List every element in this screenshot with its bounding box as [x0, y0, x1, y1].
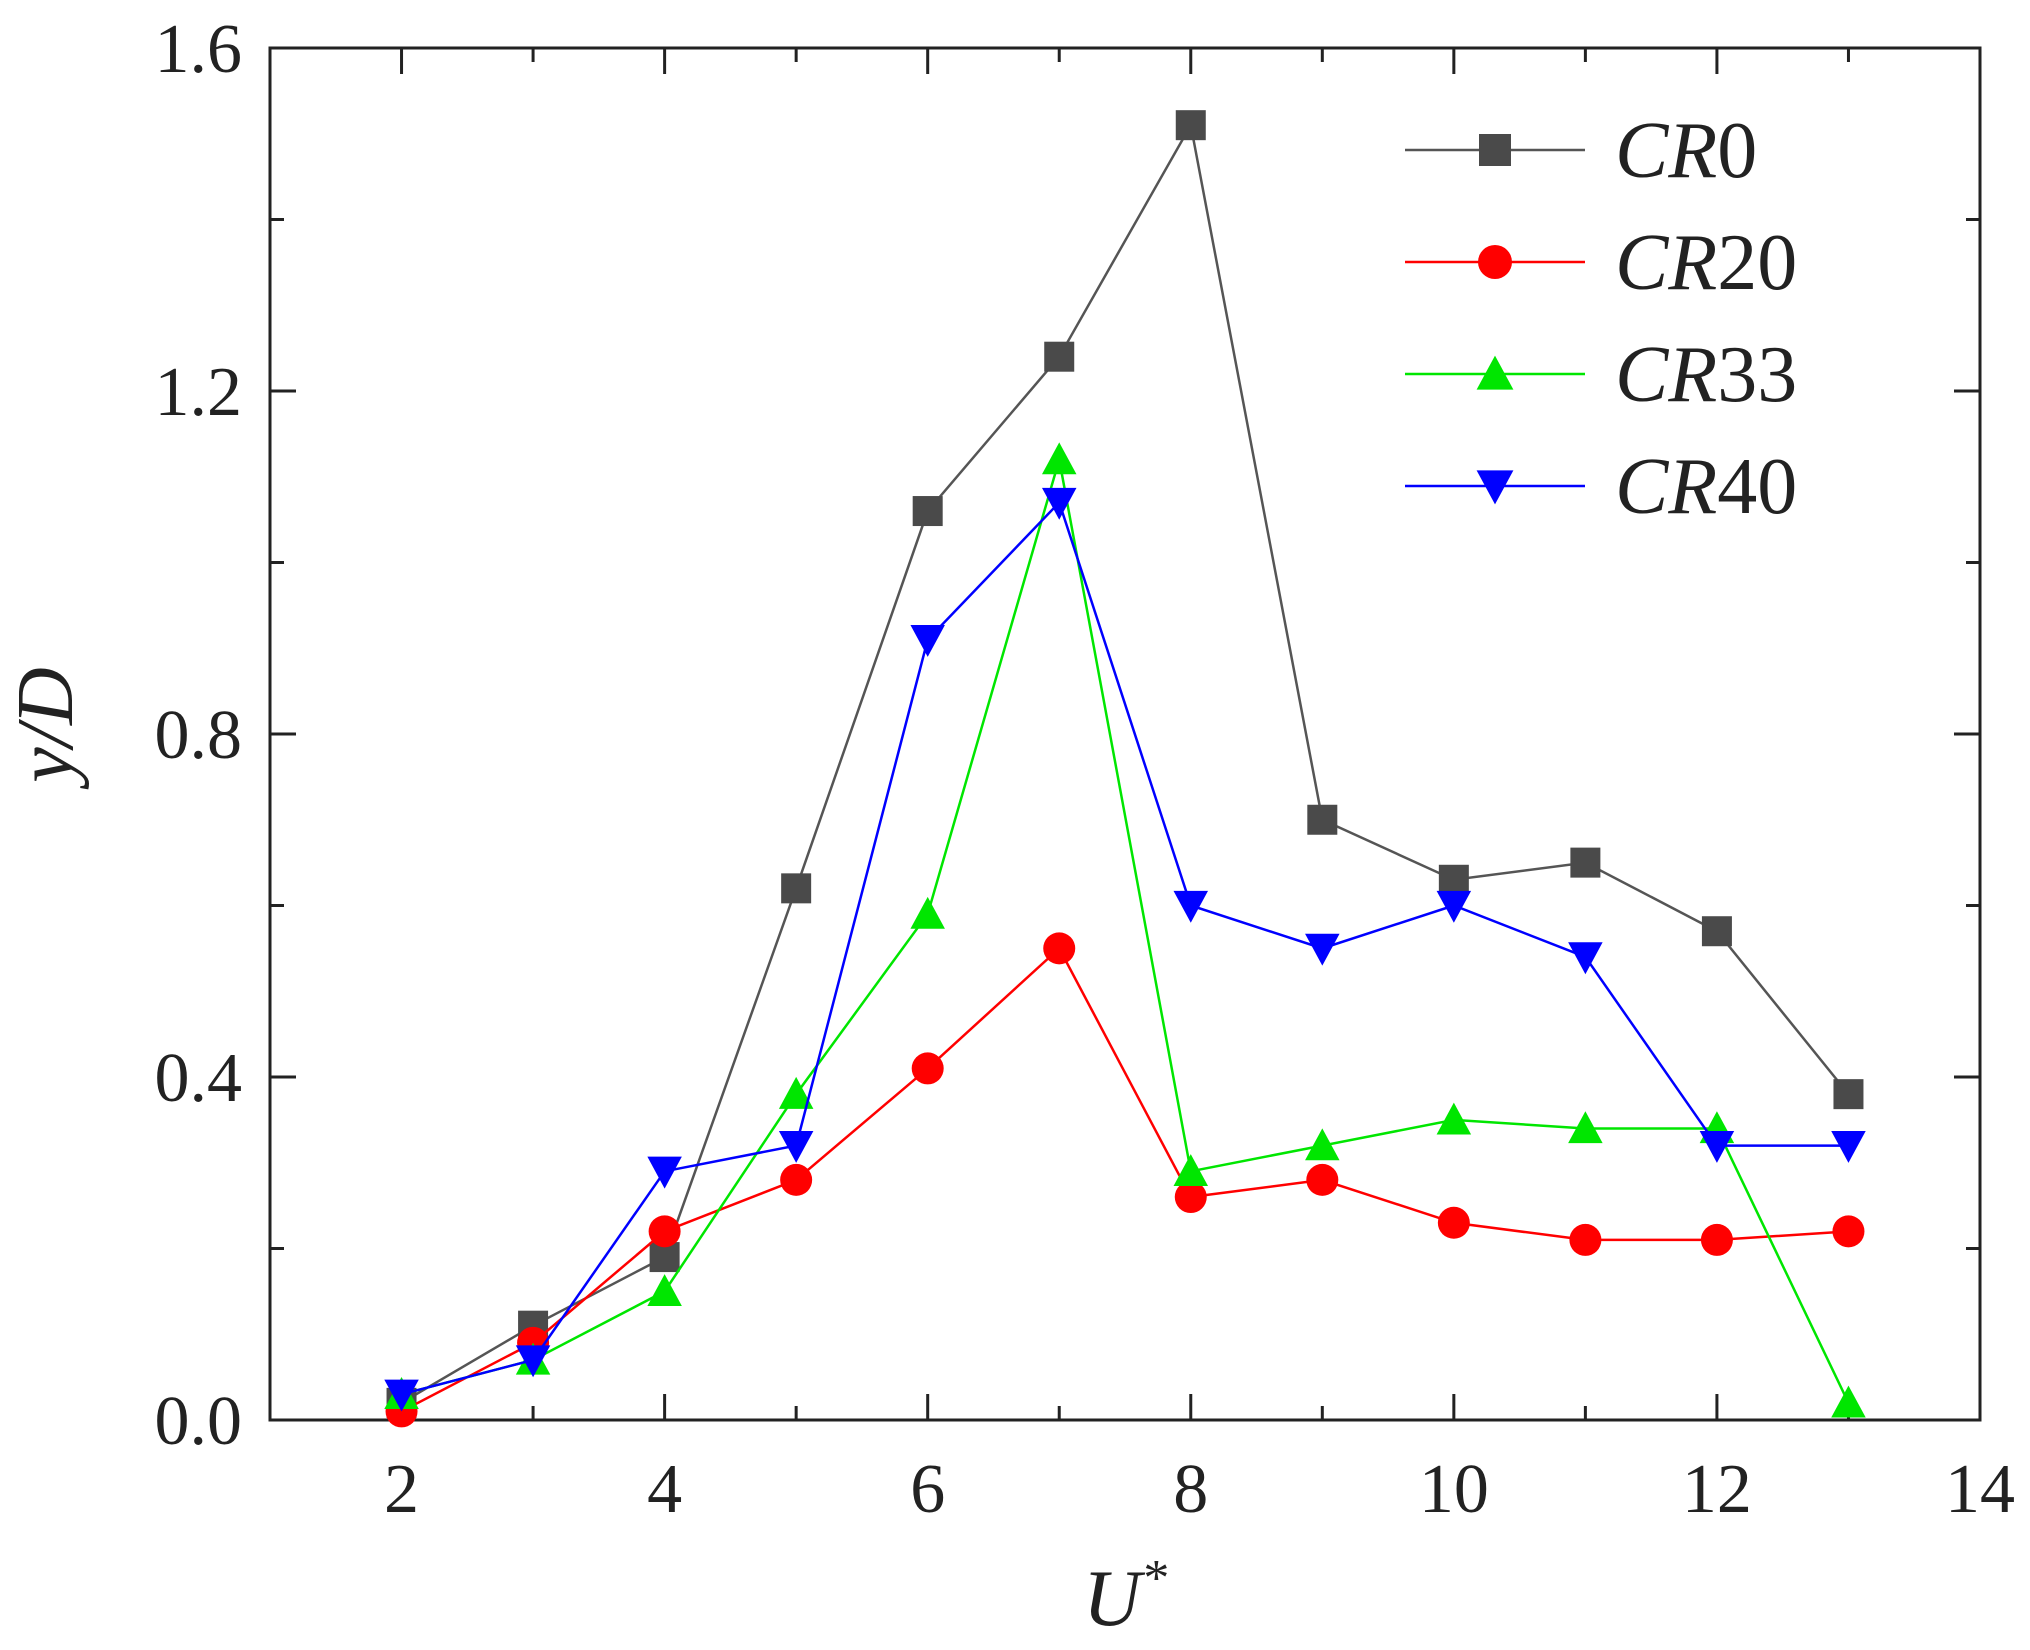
- data-point-cr0: [1438, 864, 1469, 895]
- x-tick-label: 12: [1682, 1451, 1752, 1528]
- legend-label-cr33: CR33: [1615, 331, 1797, 419]
- series-line-cr40: [401, 500, 1849, 1396]
- data-point-cr33: [1436, 1102, 1472, 1135]
- data-point-cr33: [1305, 1128, 1340, 1161]
- data-point-cr0: [1570, 847, 1601, 878]
- legend-label-italic: CR: [1615, 107, 1717, 195]
- legend-marker-cr0: [1479, 134, 1511, 166]
- data-point-cr0: [1044, 341, 1075, 372]
- legend-label-number: 40: [1717, 443, 1797, 531]
- legend-item-cr40: CR40: [1405, 443, 1797, 531]
- data-point-cr33: [647, 1274, 682, 1307]
- data-point-cr40: [515, 1345, 551, 1378]
- data-point-cr20: [1174, 1181, 1207, 1214]
- data-point-cr0: [912, 496, 943, 527]
- legend-label-italic: CR: [1615, 331, 1717, 419]
- data-point-cr40: [384, 1379, 419, 1412]
- data-point-cr40: [1831, 1130, 1866, 1163]
- data-point-cr0: [1175, 110, 1206, 141]
- data-point-cr40: [647, 1156, 682, 1189]
- data-point-cr0: [781, 873, 812, 904]
- data-point-cr40: [1568, 942, 1603, 975]
- data-point-cr40: [1436, 890, 1472, 923]
- legend-label-cr20: CR20: [1615, 219, 1797, 307]
- data-point-cr20: [1832, 1215, 1865, 1248]
- legend-marker-cr33: [1476, 355, 1514, 390]
- y-tick-label: 0.8: [155, 697, 243, 774]
- data-point-cr40: [778, 1130, 814, 1163]
- data-point-cr20: [1437, 1206, 1470, 1239]
- data-point-cr20: [648, 1215, 681, 1248]
- plot-area: 0.0 0.4 0.8 1.2 1.6 2 4 6 8 10 12 14: [155, 11, 2016, 1528]
- data-point-cr33: [910, 896, 945, 929]
- data-point-cr40: [1041, 487, 1077, 520]
- data-point-cr33: [1173, 1154, 1209, 1186]
- y-axis-title: y/D: [2, 667, 90, 790]
- x-axis-title-superscript: *: [1141, 1550, 1167, 1607]
- x-tick-label: 4: [647, 1451, 682, 1528]
- data-point-cr40: [910, 625, 945, 657]
- series-layer: [384, 110, 1866, 1428]
- x-axis-title-main: U: [1083, 1555, 1146, 1643]
- x-axis-title: U*: [1083, 1550, 1167, 1643]
- data-point-cr0: [1307, 804, 1338, 835]
- y-tick-label: 1.6: [155, 11, 243, 88]
- data-point-cr33: [1568, 1111, 1603, 1144]
- data-point-cr40: [1699, 1130, 1735, 1163]
- data-point-cr33: [1041, 442, 1077, 475]
- data-point-cr33: [778, 1076, 814, 1109]
- y-tick-label: 0.0: [155, 1383, 243, 1460]
- data-point-cr20: [1700, 1223, 1733, 1256]
- data-point-cr33: [1831, 1385, 1866, 1418]
- legend-label-cr0: CR0: [1615, 107, 1757, 195]
- y-tick-label: 0.4: [155, 1040, 243, 1117]
- series-cr40: [384, 487, 1866, 1412]
- series-line-cr33: [401, 459, 1850, 1404]
- legend-marker-cr40: [1476, 470, 1514, 505]
- x-tick-label: 6: [910, 1451, 945, 1528]
- x-tick-label: 2: [384, 1451, 419, 1528]
- data-point-cr20: [780, 1163, 813, 1196]
- legend-label-number: 33: [1717, 331, 1797, 419]
- data-point-cr40: [1305, 933, 1340, 966]
- legend-label-number: 0: [1717, 107, 1757, 195]
- legend-item-cr33: CR33: [1405, 331, 1797, 419]
- data-point-cr20: [1306, 1163, 1339, 1196]
- data-point-cr0: [1833, 1079, 1864, 1110]
- x-tick-label: 10: [1419, 1451, 1489, 1528]
- y-tick-label: 1.2: [155, 354, 243, 431]
- series-line-cr0: [400, 121, 1850, 1404]
- legend-label-italic: CR: [1615, 443, 1717, 531]
- legend-label-italic: CR: [1615, 219, 1717, 307]
- x-tick-label: 8: [1173, 1451, 1208, 1528]
- legend-item-cr20: CR20: [1405, 219, 1797, 307]
- series-cr20: [385, 932, 1865, 1428]
- legend-marker-cr20: [1478, 245, 1512, 279]
- legend-item-cr0: CR0: [1405, 107, 1757, 195]
- legend-label-number: 20: [1717, 219, 1797, 307]
- data-point-cr40: [1173, 890, 1209, 923]
- series-line-cr20: [400, 946, 1849, 1413]
- data-point-cr20: [1569, 1223, 1602, 1256]
- data-point-cr20: [911, 1052, 944, 1085]
- legend-label-cr40: CR40: [1615, 443, 1797, 531]
- x-tick-label: 14: [1945, 1451, 2015, 1528]
- data-point-cr0: [1701, 916, 1732, 947]
- data-point-cr20: [1043, 932, 1076, 965]
